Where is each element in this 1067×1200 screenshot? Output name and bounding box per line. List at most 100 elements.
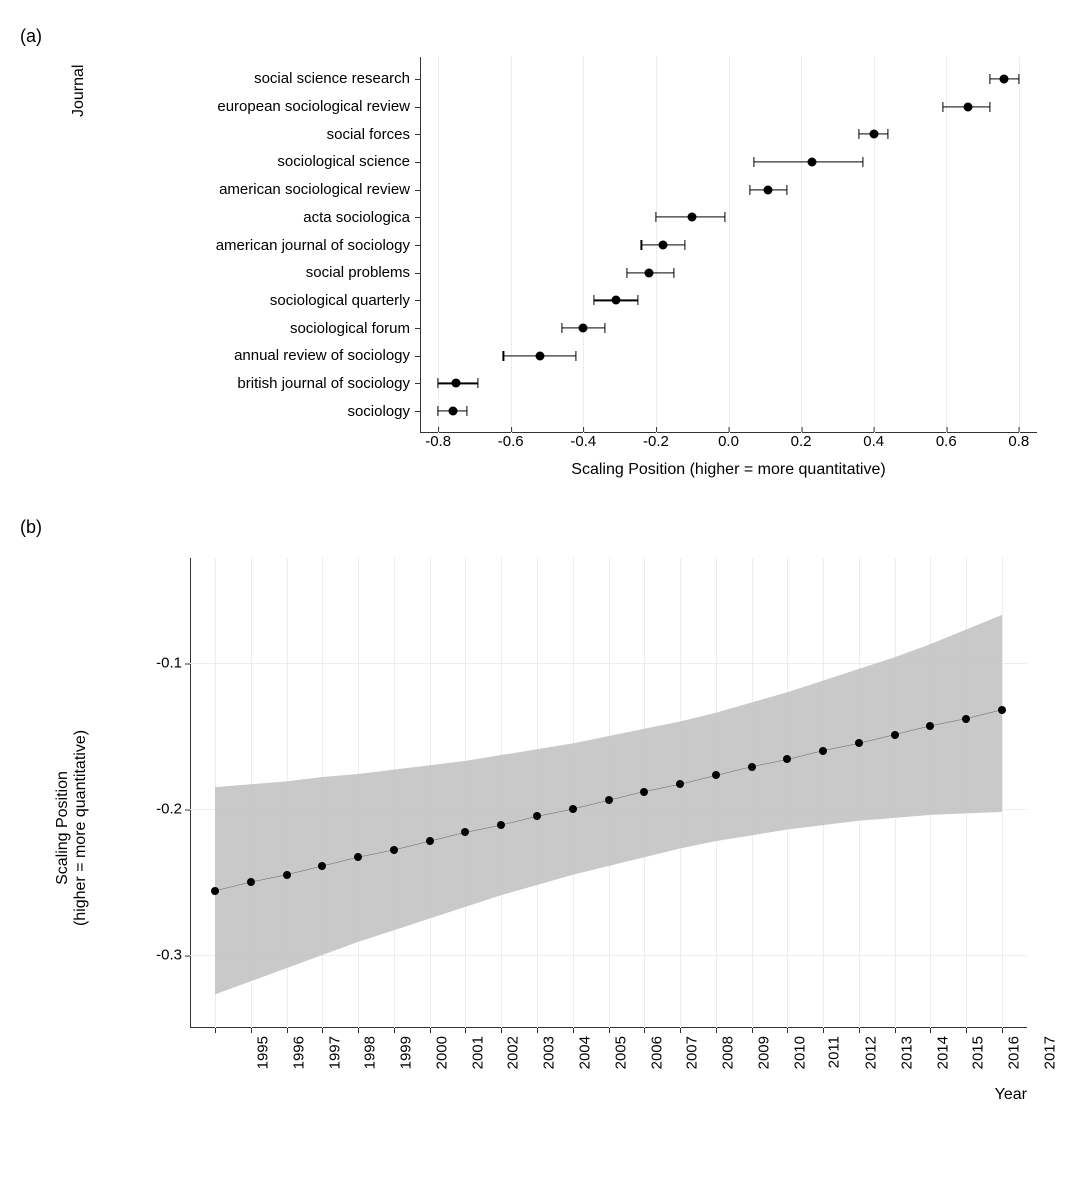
journal-label: american sociological review bbox=[90, 181, 420, 198]
data-point bbox=[579, 324, 588, 333]
panel-b-xtick-mark bbox=[322, 1028, 323, 1033]
panel-a-xtick: 0.2 bbox=[791, 433, 812, 450]
fit-point bbox=[426, 837, 434, 845]
panel-b-xtick-mark bbox=[358, 1028, 359, 1033]
journal-row: social science research bbox=[90, 66, 420, 92]
panel-b-svg-overlay bbox=[190, 558, 1027, 1028]
panel-b-xtick-mark bbox=[823, 1028, 824, 1033]
journal-label: sociological science bbox=[90, 153, 420, 170]
panel-b-xtick: 2017 bbox=[1041, 1036, 1058, 1069]
panel-b-xtick-mark bbox=[251, 1028, 252, 1033]
error-bar-cap bbox=[989, 74, 990, 84]
panel-b-xtick-mark bbox=[1002, 1028, 1003, 1033]
fit-point bbox=[211, 887, 219, 895]
error-bar-cap bbox=[673, 268, 674, 278]
error-bar-cap bbox=[561, 323, 562, 333]
journal-label: social science research bbox=[90, 70, 420, 87]
panel-a-xtick: 0.6 bbox=[936, 433, 957, 450]
panel-b-xtick-mark bbox=[537, 1028, 538, 1033]
journal-row: annual review of sociology bbox=[90, 343, 420, 369]
panel-b-ylabel-line1: Scaling Position bbox=[54, 771, 71, 885]
panel-a-x-axis: Scaling Position (higher = more quantita… bbox=[420, 433, 1037, 477]
panel-b-plot-area: -0.3-0.2-0.1 bbox=[190, 558, 1027, 1028]
journal-row: social forces bbox=[90, 121, 420, 147]
panel-b-ytick: -0.3 bbox=[156, 947, 190, 964]
fit-point bbox=[533, 812, 541, 820]
panel-b-xtick: 2013 bbox=[898, 1036, 915, 1069]
panel-b-xtick-mark bbox=[716, 1028, 717, 1033]
data-point bbox=[611, 296, 620, 305]
panel-b-xtick-mark bbox=[573, 1028, 574, 1033]
panel-b-xtick-mark bbox=[644, 1028, 645, 1033]
error-bar-cap bbox=[862, 157, 863, 167]
panel-a-plot-area bbox=[420, 57, 1037, 433]
panel-b-ytick: -0.2 bbox=[156, 801, 190, 818]
panel-b-x-axis: Year 19951996199719981999200020012002200… bbox=[190, 1028, 1027, 1108]
panel-b-xtick: 2009 bbox=[755, 1036, 772, 1069]
journal-label: american journal of sociology bbox=[90, 237, 420, 254]
error-bar-cap bbox=[438, 378, 439, 388]
data-point bbox=[644, 268, 653, 277]
journal-label: acta sociologica bbox=[90, 209, 420, 226]
data-point bbox=[964, 102, 973, 111]
panel-b-xtick: 2008 bbox=[719, 1036, 736, 1069]
panel-b-xtick-mark bbox=[501, 1028, 502, 1033]
error-bar-cap bbox=[989, 102, 990, 112]
journal-label: sociology bbox=[90, 403, 420, 420]
panel-b-xtick-mark bbox=[465, 1028, 466, 1033]
error-bar-cap bbox=[477, 378, 478, 388]
fit-point bbox=[605, 796, 613, 804]
fit-point bbox=[748, 763, 756, 771]
data-point bbox=[1000, 74, 1009, 83]
journal-label: british journal of sociology bbox=[90, 375, 420, 392]
panel-a-xtick: -0.4 bbox=[570, 433, 596, 450]
panel-b-ylabel: Scaling Position (higher = more quantita… bbox=[54, 730, 90, 926]
journal-row: sociological science bbox=[90, 149, 420, 175]
panel-a-label: (a) bbox=[20, 26, 1047, 47]
data-point bbox=[659, 241, 668, 250]
journal-row: british journal of sociology bbox=[90, 370, 420, 396]
panel-b-xtick: 1997 bbox=[326, 1036, 343, 1069]
fit-point bbox=[283, 871, 291, 879]
error-bar-cap bbox=[786, 185, 787, 195]
journal-label: annual review of sociology bbox=[90, 347, 420, 364]
journal-label: sociological forum bbox=[90, 320, 420, 337]
panel-b-xtick-mark bbox=[787, 1028, 788, 1033]
panel-a-gridline bbox=[874, 57, 875, 433]
panel-a-xlabel: Scaling Position (higher = more quantita… bbox=[571, 461, 885, 479]
error-bar-cap bbox=[724, 212, 725, 222]
panel-b-xtick: 2005 bbox=[612, 1036, 629, 1069]
journal-row: acta sociologica bbox=[90, 204, 420, 230]
fit-point bbox=[640, 788, 648, 796]
panel-a-xtick: 0.4 bbox=[863, 433, 884, 450]
panel-b-xtick-mark bbox=[287, 1028, 288, 1033]
panel-b-chart: Scaling Position (higher = more quantita… bbox=[50, 548, 1047, 1108]
journal-label: social forces bbox=[90, 126, 420, 143]
panel-b-xtick: 1996 bbox=[290, 1036, 307, 1069]
fit-point bbox=[926, 722, 934, 730]
panel-b-xtick-mark bbox=[895, 1028, 896, 1033]
fit-point bbox=[962, 715, 970, 723]
panel-b-xtick-mark bbox=[966, 1028, 967, 1033]
panel-b-xtick: 1998 bbox=[362, 1036, 379, 1069]
panel-b-ytick: -0.1 bbox=[156, 655, 190, 672]
data-point bbox=[452, 379, 461, 388]
data-point bbox=[807, 157, 816, 166]
error-bar-cap bbox=[605, 323, 606, 333]
fit-point bbox=[318, 862, 326, 870]
panel-a-gridline bbox=[801, 57, 802, 433]
panel-b-xtick: 2006 bbox=[648, 1036, 665, 1069]
error-bar-cap bbox=[888, 129, 889, 139]
panel-b-xtick: 2003 bbox=[541, 1036, 558, 1069]
error-bar-cap bbox=[503, 351, 504, 361]
error-bar-cap bbox=[1018, 74, 1019, 84]
error-bar-cap bbox=[942, 102, 943, 112]
data-point bbox=[448, 407, 457, 416]
fit-point bbox=[569, 805, 577, 813]
panel-b-xtick: 2012 bbox=[862, 1036, 879, 1069]
panel-a-y-axis-line bbox=[420, 57, 421, 433]
journal-row: social problems bbox=[90, 260, 420, 286]
error-bar-cap bbox=[859, 129, 860, 139]
error-bar-cap bbox=[655, 212, 656, 222]
panel-b-xtick: 2016 bbox=[1006, 1036, 1023, 1069]
